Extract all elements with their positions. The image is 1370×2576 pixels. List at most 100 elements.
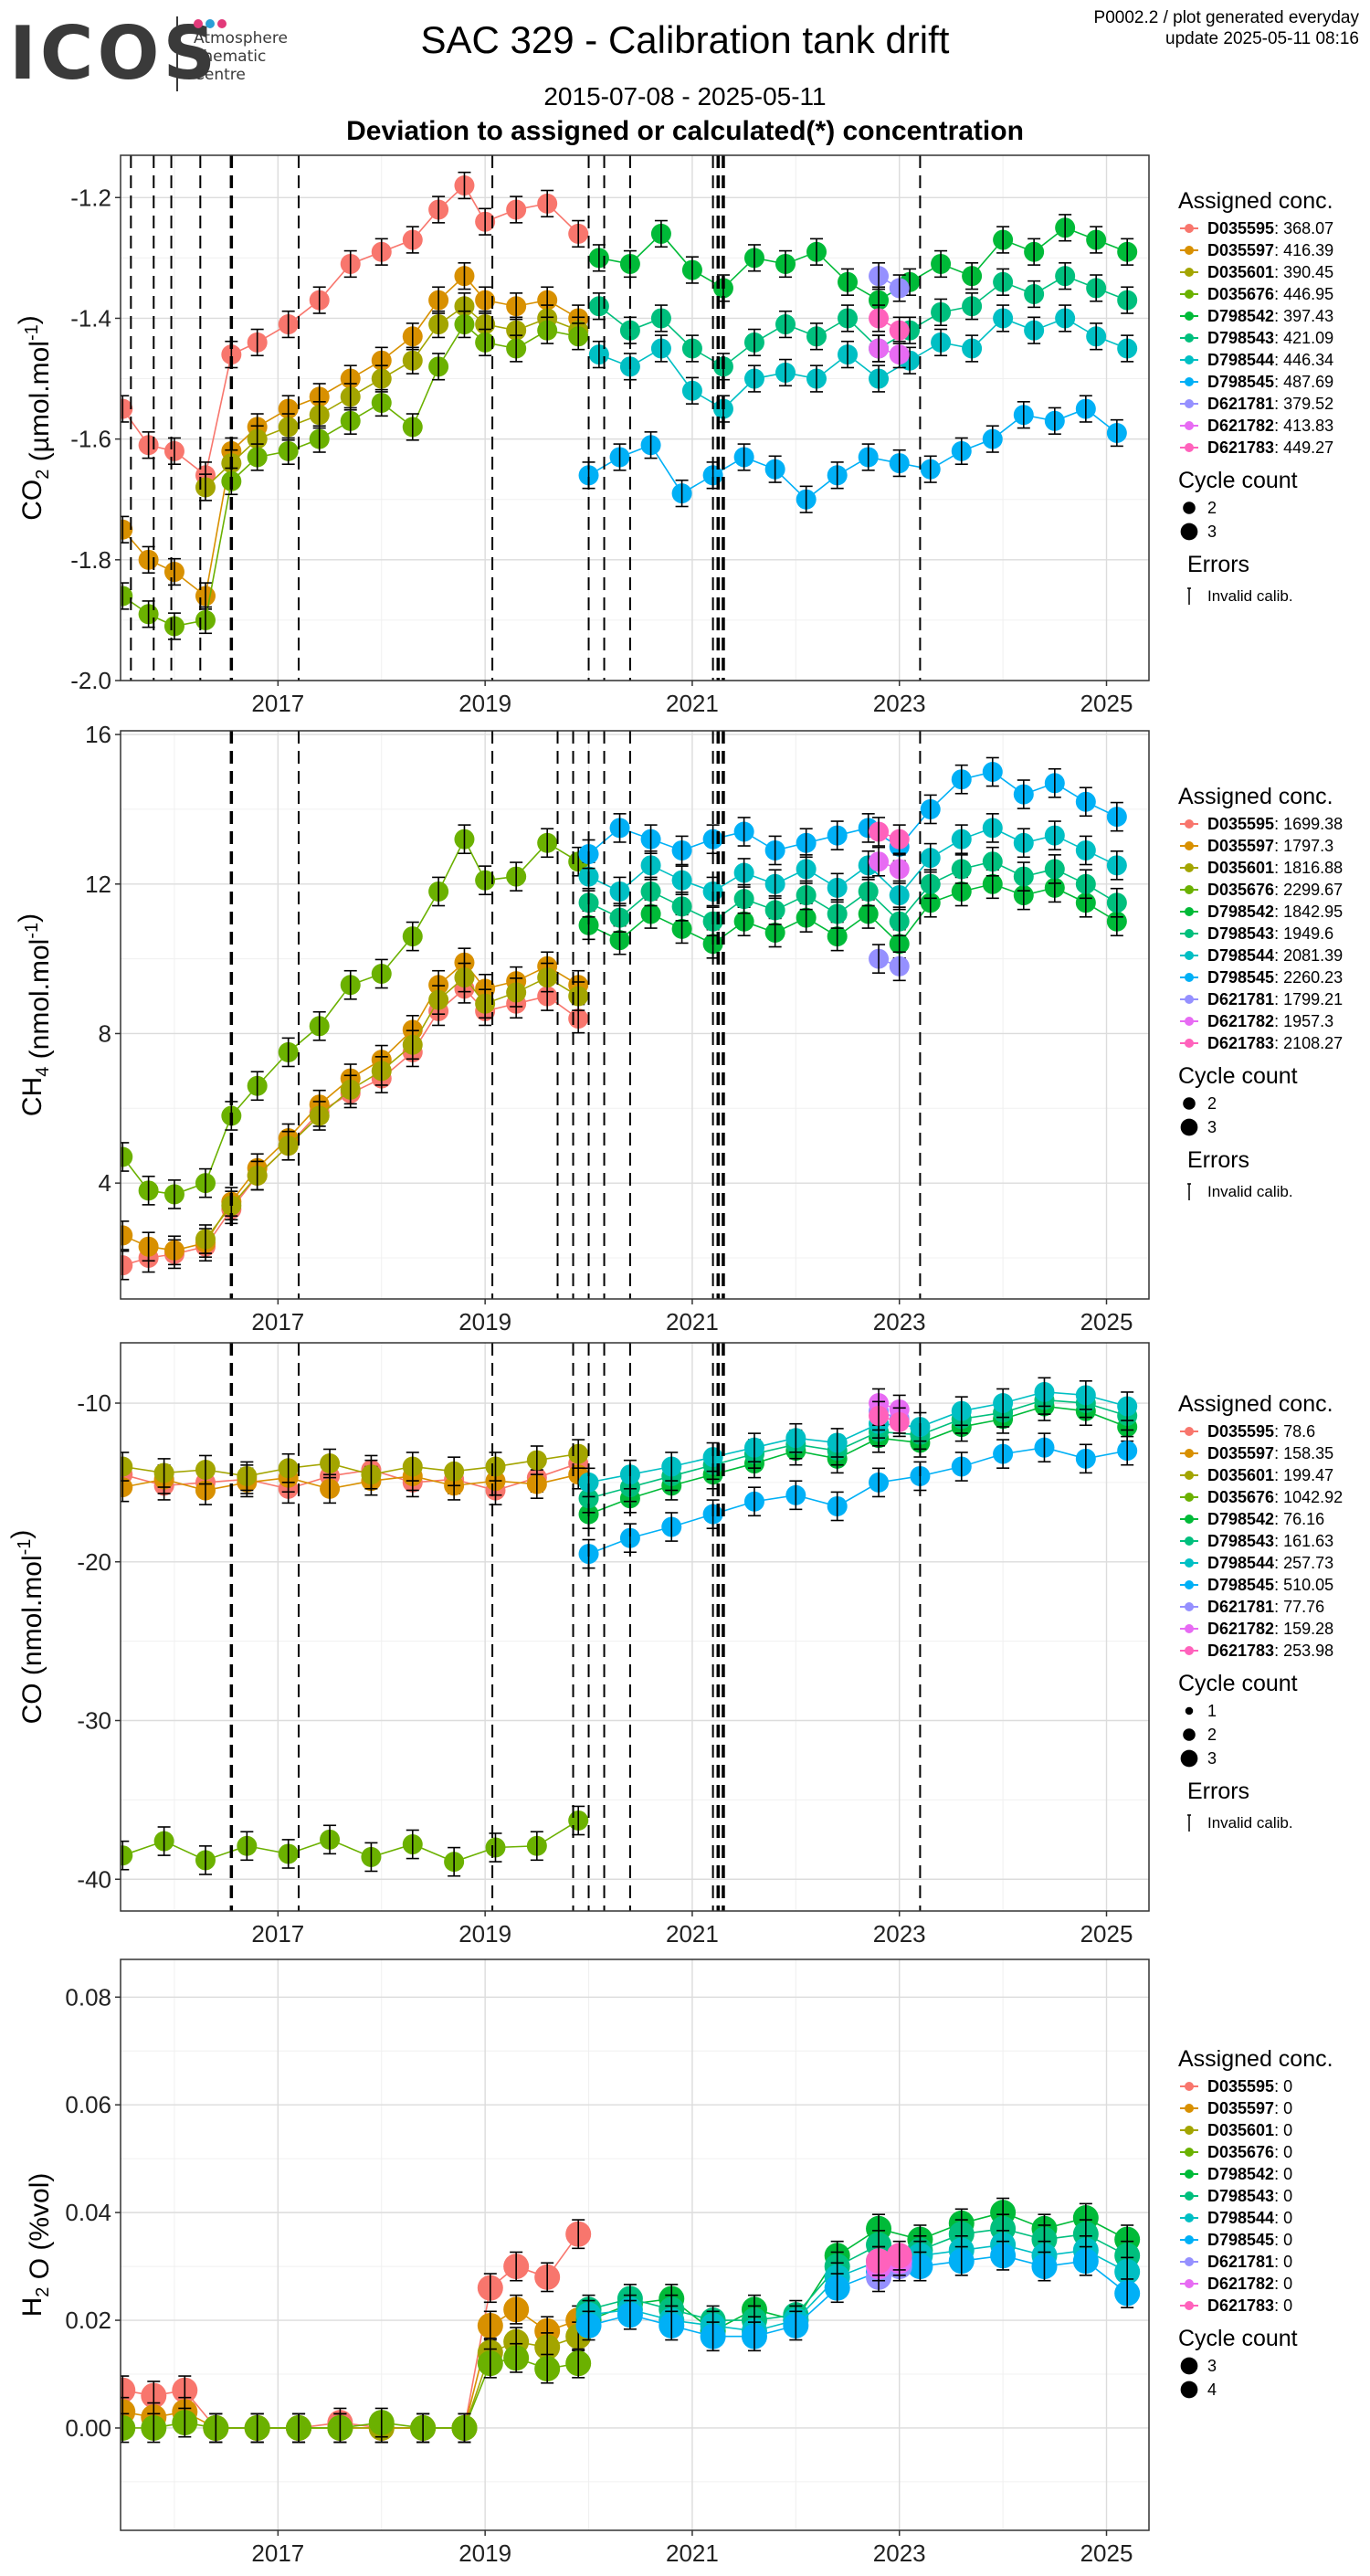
legend-errors-item: Invalid calib. [1207,1183,1293,1200]
chart-panel-1: 2017 2019 2021 2023 2025 -2.0 -1.8 -1.6 -1.4 -1.2… [14,154,1333,717]
series-D035595 [121,171,589,490]
legend-item-D798542: D798542: 397.43 [1207,307,1333,325]
legend-title: Assigned conc. [1178,2046,1333,2072]
series-D035601 [121,1439,589,1492]
series-D621783 [866,2240,912,2276]
legend-key-point [1185,1580,1194,1589]
legend-item-D798542: D798542: 76.16 [1207,1510,1324,1528]
legend-item-D621782: D621782: 159.28 [1207,1620,1333,1638]
y-tick-label: 0.00 [65,2414,111,2442]
y-axis-label-part: H [17,2297,47,2317]
legend-item-name: D798543 [1207,329,1274,347]
legend-cycle-title: Cycle count [1178,468,1298,493]
legend-item-value: : 159.28 [1274,1620,1333,1638]
legend-item-value: : 2260.23 [1274,968,1343,987]
legend-cycle-point [1180,1118,1198,1136]
x-tick-label: 2021 [666,1920,719,1948]
legend-key-point [1185,290,1194,299]
data-point [121,519,133,540]
legend-key-point [1185,399,1194,408]
series-D798545 [578,395,1127,513]
legend-key-point [1185,1493,1194,1502]
logo-sub-line-2: Thematic [194,48,267,66]
legend-item-D035595: D035595: 1699.38 [1207,815,1343,833]
legend-item-D035595: D035595: 0 [1207,2077,1292,2096]
legend-item-value: : 397.43 [1274,307,1333,325]
legend-key-point [1185,2082,1194,2091]
legend-item-D621782: D621782: 413.83 [1207,417,1333,435]
logo-separator [176,16,178,91]
series-D621781 [869,944,910,982]
legend-title: Assigned conc. [1178,784,1333,809]
legend-item-name: D621781 [1207,395,1274,413]
legend-item-D798542: D798542: 1842.95 [1207,903,1343,921]
series-D621783 [869,1400,910,1438]
legend-item-D621781: D621781: 379.52 [1207,395,1333,413]
legend-key-point [1185,377,1194,386]
legend-item-D621783: D621783: 253.98 [1207,1642,1333,1660]
legend-item-value: : 1799.21 [1274,990,1343,1008]
legend-item-D035676: D035676: 0 [1207,2143,1292,2161]
y-tick-label: 16 [85,721,111,748]
x-tick-label: 2025 [1080,2539,1133,2567]
legend-item-D035601: D035601: 390.45 [1207,263,1333,281]
legend-item-D621781: D621781: 1799.21 [1207,990,1343,1008]
y-axis-label-part: O (%vol [25,2182,55,2287]
x-tick-label: 2023 [873,2539,926,2567]
data-point [121,398,133,419]
legend-cycle-label: 3 [1207,1749,1217,1768]
data-point [121,1456,133,1477]
legend-cycle-title: Cycle count [1178,1671,1298,1696]
legend-cycle-label: 1 [1207,1702,1217,1720]
legend-item-value: : 0 [1274,2143,1292,2161]
x-tick-label: 2021 [666,690,719,717]
generation-line-2: update 2025-05-11 08:16 [1165,29,1359,48]
legend-item-value: : 0 [1274,2209,1292,2227]
y-tick-label: -10 [77,1389,111,1417]
legend-cycle-label: 3 [1207,1118,1217,1136]
legend-item-name: D798545 [1207,968,1274,987]
legend-item-name: D035601 [1207,2121,1274,2139]
y-axis-label: CH4 (nmol.mol-1) [14,913,55,1116]
legend-item-name: D798542 [1207,903,1274,921]
y-tick-label: -1.2 [70,184,111,211]
legend-key-point [1185,2301,1194,2310]
legend-item-value: : 253.98 [1274,1642,1333,1660]
legend-errors-title: Errors [1187,1147,1249,1173]
legend-key-point [1185,246,1194,255]
y-axis-label-part: CO [17,480,47,521]
x-tick-label: 2017 [251,2539,304,2567]
series-D798545 [575,2240,1141,2352]
legend-item-D035676: D035676: 446.95 [1207,285,1333,303]
y-tick-label: -1.6 [70,426,111,453]
y-axis-label-part: ) [14,315,44,324]
data-point [121,1477,133,1498]
legend-item-name: D798544 [1207,351,1274,369]
legend-item-value: : 0 [1274,2253,1292,2271]
series-D798543 [578,846,1127,937]
x-tick-label: 2023 [873,1920,926,1948]
legend-item-value: : 199.47 [1274,1466,1333,1484]
legend-item-name: D035597 [1207,2099,1274,2117]
series-D035676 [121,2342,592,2444]
legend-item-D798544: D798544: 446.34 [1207,351,1333,369]
legend-key-point [1185,951,1194,960]
x-tick-label: 2019 [458,2539,511,2567]
y-axis-label-part: 2 [33,2287,53,2297]
legend-item-name: D035676 [1207,881,1274,899]
legend-key-point [1185,995,1194,1004]
page-header: ICOS Atmosphere Thematic Centre SAC 329 … [0,0,1370,155]
legend-item-D798543: D798543: 161.63 [1207,1532,1333,1550]
legend-item-value: : 421.09 [1274,329,1333,347]
legend-item-name: D798544 [1207,946,1274,965]
legend-item-D798544: D798544: 257.73 [1207,1554,1333,1572]
legend-item-name: D798543 [1207,1532,1274,1550]
legend-item-name: D798545 [1207,2231,1274,2249]
logo-dot-pink [194,19,203,28]
series-D798544 [578,1377,1138,1498]
legend-item-D035601: D035601: 0 [1207,2121,1292,2139]
legend-key-point [1185,2148,1194,2157]
series-D621782 [869,334,910,369]
legend-item-D621783: D621783: 449.27 [1207,438,1333,457]
legend-item-name: D798543 [1207,924,1274,943]
